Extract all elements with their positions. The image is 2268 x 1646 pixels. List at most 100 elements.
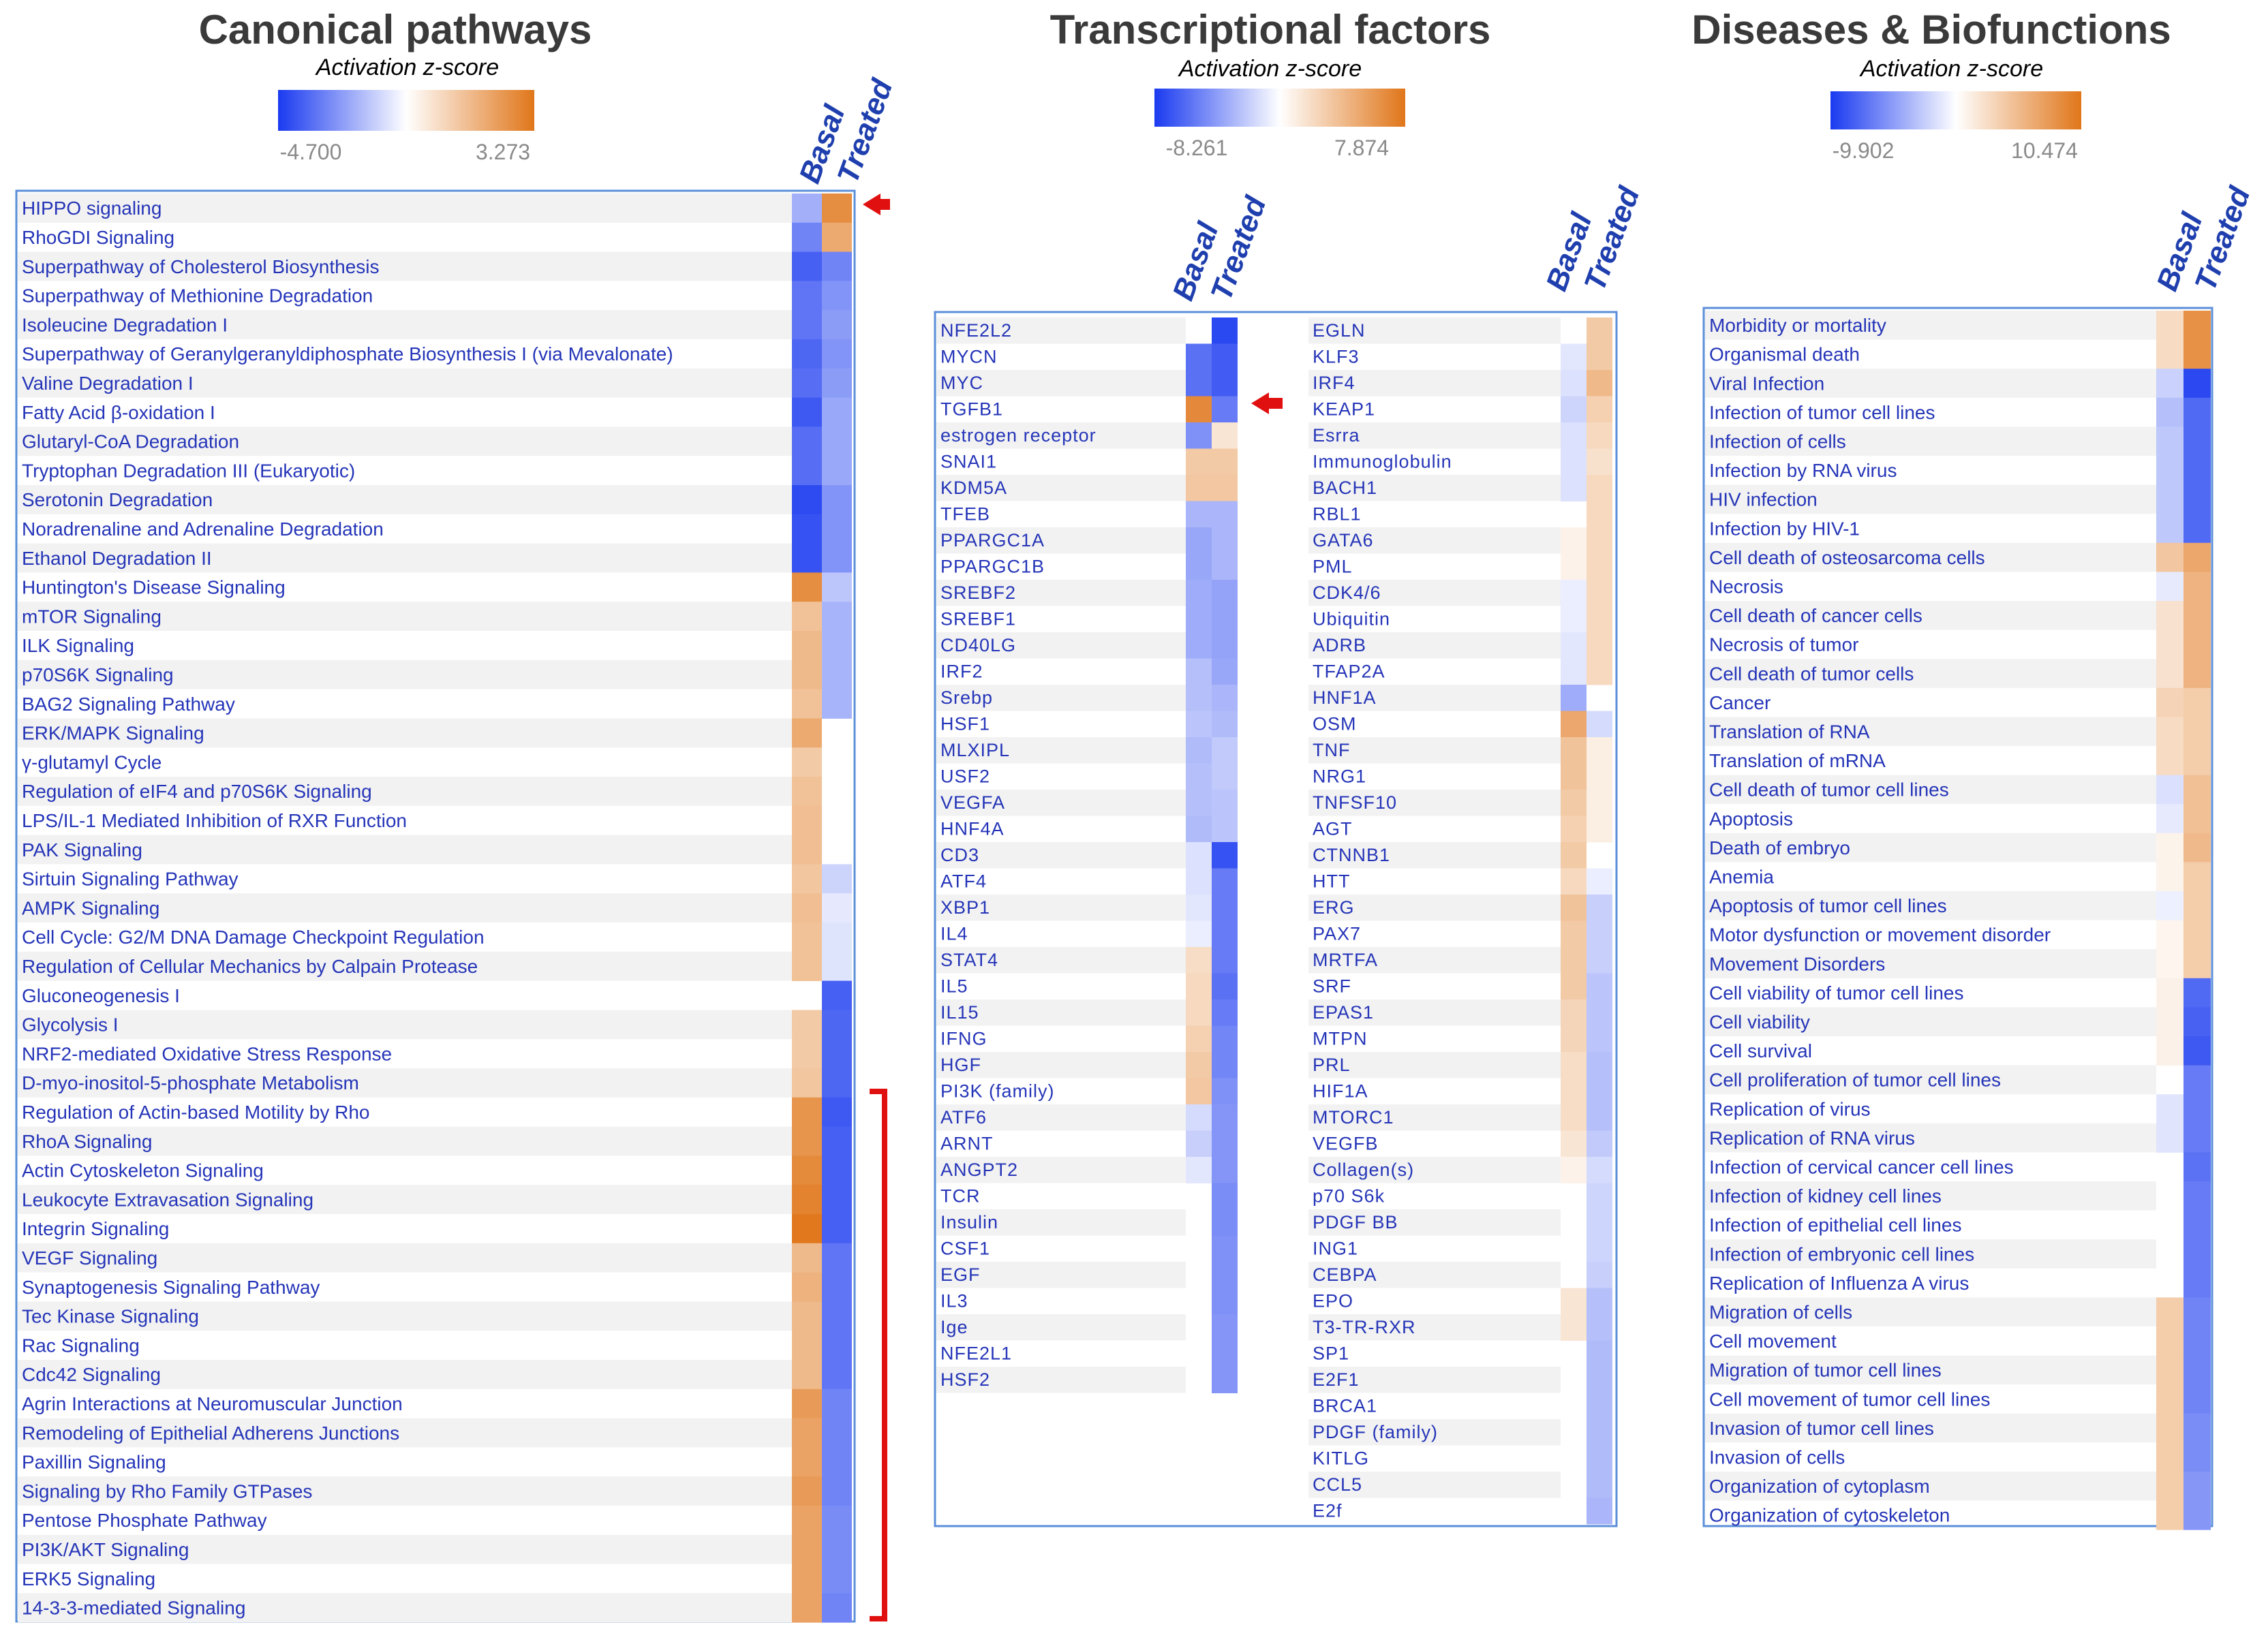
row-stripe bbox=[18, 1360, 792, 1389]
heatmap-cell-basal-agrin-interactions-at-neuromuscular-junction bbox=[792, 1388, 822, 1419]
transcriptional-factors-scale-max: 7.874 bbox=[1334, 136, 1389, 160]
row-label-kitlg: KITLG bbox=[1313, 1448, 1369, 1469]
row-label-infection-of-embryonic-cell-lines: Infection of embryonic cell lines bbox=[1709, 1243, 1974, 1264]
heatmap-cell-basal-replication-of-virus bbox=[2156, 1094, 2183, 1124]
row-stripe bbox=[18, 1593, 792, 1623]
heatmap-cell-treated-mtor-signaling bbox=[822, 602, 852, 632]
heatmap-cell-basal-translation-of-mrna bbox=[2156, 746, 2183, 776]
row-label-cell-cycle-g2-m-dna-damage-checkpoint-regulation: Cell Cycle: G2/M DNA Damage Checkpoint R… bbox=[22, 927, 485, 948]
heatmap-cell-basal-srebf1 bbox=[1186, 606, 1212, 633]
heatmap-cell-treated-replication-of-virus bbox=[2183, 1094, 2211, 1124]
heatmap-cell-treated-apoptosis bbox=[2183, 804, 2211, 834]
row-stripe bbox=[18, 777, 792, 806]
row-stripe bbox=[18, 718, 792, 748]
heatmap-cell-basal-regulation-of-eif4-and-p70s6k-signaling bbox=[792, 777, 822, 807]
heatmap-cell-basal-htt bbox=[1561, 868, 1587, 895]
row-label-superpathway-of-cholesterol-biosynthesis: Superpathway of Cholesterol Biosynthesis bbox=[22, 256, 380, 277]
heatmap-cell-treated-glycolysis-i bbox=[822, 1010, 852, 1040]
heatmap-cell-treated-motor-dysfunction-or-movement-disorder bbox=[2183, 920, 2211, 950]
heatmap-cell-treated-htt bbox=[1587, 868, 1612, 895]
row-stripe bbox=[936, 580, 1186, 606]
row-label-pdgf-bb: PDGF BB bbox=[1313, 1212, 1398, 1232]
heatmap-cell-treated-cell-cycle-g2-m-dna-damage-checkpoint-regulation bbox=[822, 922, 852, 952]
heatmap-cell-basal-signaling-by-rho-family-gtpases bbox=[792, 1476, 822, 1506]
heatmap-cell-treated-erg bbox=[1587, 895, 1612, 921]
heatmap-cell-treated-pml bbox=[1587, 553, 1612, 580]
heatmap-cell-treated-replication-of-rna-virus bbox=[2183, 1123, 2211, 1153]
row-label-nrf2-mediated-oxidative-stress-response: NRF2-mediated Oxidative Stress Response bbox=[22, 1043, 392, 1064]
heatmap-cell-basal-epo bbox=[1561, 1288, 1587, 1315]
row-label-stat4: STAT4 bbox=[940, 950, 998, 970]
row-label-arnt: ARNT bbox=[940, 1134, 994, 1154]
heatmap-cell-treated-cancer bbox=[2183, 687, 2211, 717]
row-label-tec-kinase-signaling: Tec Kinase Signaling bbox=[22, 1306, 199, 1327]
heatmap-cell-basal-ppargc1a bbox=[1186, 527, 1212, 554]
row-stripe bbox=[18, 1534, 792, 1564]
heatmap-cell-basal-mtorc1 bbox=[1561, 1104, 1587, 1131]
row-label-cell-death-of-cancer-cells: Cell death of cancer cells bbox=[1709, 605, 1922, 626]
row-stripe bbox=[1705, 369, 2156, 398]
row-stripe bbox=[1308, 842, 1561, 869]
heatmap-cell-treated-atf4 bbox=[1212, 868, 1238, 895]
heatmap-cell-basal-il15 bbox=[1186, 999, 1212, 1026]
row-stripe bbox=[1308, 685, 1561, 711]
heatmap-cell-basal-agt bbox=[1561, 816, 1587, 843]
heatmap-cell-treated-osm bbox=[1587, 711, 1612, 738]
row-label-il5: IL5 bbox=[940, 976, 968, 997]
heatmap-cell-basal-nrf2-mediated-oxidative-stress-response bbox=[792, 1039, 822, 1069]
heatmap-cell-basal-isoleucine-degradation-i bbox=[792, 310, 822, 340]
heatmap-cell-basal-necrosis-of-tumor bbox=[2156, 630, 2183, 659]
row-stripe bbox=[936, 475, 1186, 501]
row-label-organization-of-cytoplasm: Organization of cytoplasm bbox=[1709, 1476, 1930, 1497]
heatmap-cell-treated-huntington-s-disease-signaling bbox=[822, 572, 852, 602]
row-stripe bbox=[1308, 527, 1561, 554]
heatmap-cell-treated-mtorc1 bbox=[1587, 1104, 1612, 1131]
heatmap-cell-basal-srebf2 bbox=[1186, 580, 1212, 606]
row-label-actin-cytoskeleton-signaling: Actin Cytoskeleton Signaling bbox=[22, 1160, 264, 1181]
transcriptional-factors-zscore-label: Activation z-score bbox=[1178, 56, 1362, 82]
heatmap-cell-basal-pentose-phosphate-pathway bbox=[792, 1506, 822, 1536]
heatmap-cell-basal-srebp bbox=[1186, 685, 1212, 711]
heatmap-cell-basal-erg bbox=[1561, 895, 1587, 921]
heatmap-cell-treated-e2f1 bbox=[1587, 1367, 1612, 1393]
row-label-collagen-s: Collagen(s) bbox=[1313, 1160, 1414, 1180]
heatmap-cell-basal-translation-of-rna bbox=[2156, 717, 2183, 747]
heatmap-cell-basal-tnf bbox=[1561, 737, 1587, 764]
heatmap-cell-basal-remodeling-of-epithelial-adherens-junctions bbox=[792, 1418, 822, 1448]
row-label-erk-mapk-signaling: ERK/MAPK Signaling bbox=[22, 723, 204, 744]
row-label-srebf1: SREBF1 bbox=[940, 609, 1016, 630]
heatmap-cell-basal-osm bbox=[1561, 711, 1587, 738]
heatmap-cell-basal-infection-by-hiv-1 bbox=[2156, 514, 2183, 544]
heatmap-cell-basal-klf3 bbox=[1561, 343, 1587, 371]
row-stripe bbox=[18, 1185, 792, 1214]
heatmap-cell-treated-ing1 bbox=[1587, 1235, 1612, 1262]
heatmap-cell-basal-valine-degradation-i bbox=[792, 368, 822, 399]
heatmap-cell-treated-infection-of-embryonic-cell-lines bbox=[2183, 1239, 2211, 1269]
row-label-insulin: Insulin bbox=[940, 1212, 998, 1232]
row-label-agrin-interactions-at-neuromuscular-junction: Agrin Interactions at Neuromuscular Junc… bbox=[22, 1393, 403, 1414]
row-label-ampk-signaling: AMPK Signaling bbox=[22, 897, 159, 918]
heatmap-cell-treated-anemia bbox=[2183, 862, 2211, 892]
row-label-mlxipl: MLXIPL bbox=[940, 740, 1010, 760]
heatmap-cell-basal-cdc42-signaling bbox=[792, 1360, 822, 1390]
row-label-vegf-signaling: VEGF Signaling bbox=[22, 1247, 157, 1269]
canonical-pathways-heatmap: HIPPO signaling RhoGDI Signaling Superpath… bbox=[15, 189, 856, 1623]
heatmap-cell-treated-pi3k-akt-signaling bbox=[822, 1534, 852, 1565]
heatmap-cell-treated-tfeb bbox=[1212, 501, 1238, 528]
heatmap-cell-basal-epas1 bbox=[1561, 999, 1587, 1026]
row-stripe bbox=[936, 1367, 1186, 1393]
row-label-glycolysis-i: Glycolysis I bbox=[22, 1014, 119, 1036]
row-label-infection-of-kidney-cell-lines: Infection of kidney cell lines bbox=[1709, 1185, 1942, 1207]
row-label-vegfb: VEGFB bbox=[1313, 1134, 1379, 1154]
row-label-lps-il-1-mediated-inhibition-of-rxr-function: LPS/IL-1 Mediated Inhibition of RXR Func… bbox=[22, 810, 407, 831]
row-stripe bbox=[936, 422, 1186, 449]
heatmap-cell-basal-arnt bbox=[1186, 1130, 1212, 1158]
heatmap-cell-basal-cell-cycle-g2-m-dna-damage-checkpoint-regulation bbox=[792, 922, 822, 952]
row-label-ilk-signaling: ILK Signaling bbox=[22, 635, 134, 656]
heatmap-cell-treated-organization-of-cytoskeleton bbox=[2183, 1500, 2211, 1530]
row-label-cancer: Cancer bbox=[1709, 692, 1771, 713]
heatmap-cell-basal-mtor-signaling bbox=[792, 602, 822, 632]
heatmap-cell-treated-tec-kinase-signaling bbox=[822, 1301, 852, 1331]
row-label-gluconeogenesis-i: Gluconeogenesis I bbox=[22, 985, 180, 1006]
row-label-p70-s6k: p70 S6k bbox=[1313, 1186, 1385, 1207]
